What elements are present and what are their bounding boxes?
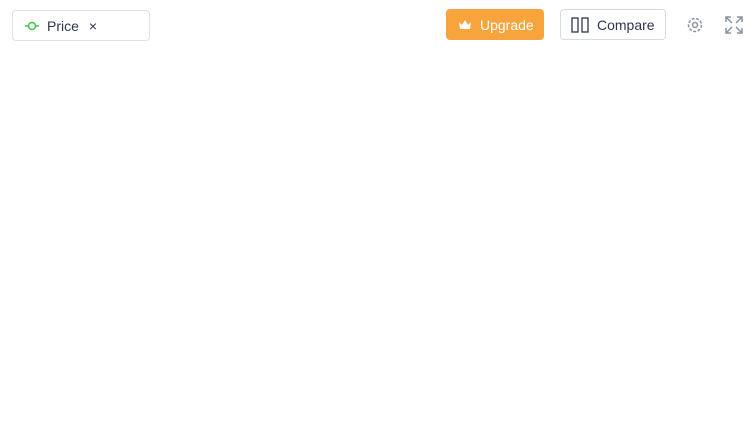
y-tick-label: 106 [35,241,52,252]
y2-tick-label: 7447 [711,329,734,340]
series-line [57,68,703,421]
y2-tick-label: 6609 [711,373,734,384]
watermark: santiment [190,106,590,200]
remove-metric[interactable]: × [88,17,98,34]
y2-tick-label: 10.8K [711,152,737,163]
y-tick-label: 103 [35,329,52,340]
y2-tick-label: 8284 [711,285,734,296]
compare-icon [571,16,589,33]
x-tick-label: 25 Jun 20 [362,429,406,440]
metric-chip[interactable]: Price × [12,10,150,41]
x-tick-label: 23 Mar 20 [60,429,105,440]
y2-tick-label: 9122 [711,241,734,252]
series-line [56,129,703,371]
x-tick-label: 06 Jun 20 [296,429,340,440]
y-tick-label: 108 [35,152,52,163]
series-line [56,164,704,326]
x-tick-label: 29 Apr 20 [164,429,207,440]
compare-label: Compare [597,16,655,33]
y-tick-label: 104 [35,285,52,296]
x-tick-label: 14 Jul 20 [429,429,470,440]
x-tick-label: 18 May 20 [228,429,275,440]
y-tick-label: 100 [35,418,52,429]
y2-tick-label: 9960 [711,196,734,207]
upgrade-label: Upgrade [480,16,534,33]
y2-tick-label: 5771 [711,418,734,429]
x-tick-label: 10 Apr 20 [98,429,141,440]
series-line [56,84,704,416]
upgrade-button[interactable]: Upgrade [446,9,544,40]
crown-icon [459,19,471,29]
watermark-dot [625,163,639,177]
x-tick-label: 25 Sep 20 [674,429,720,440]
settings-icon[interactable] [686,16,704,34]
metric-label: Price [47,17,79,34]
compare-button[interactable]: Compare [560,9,666,40]
x-tick-label: 20 Aug 20 [555,429,600,440]
x-tick-label: 01 Aug 20 [489,429,534,440]
y-tick-label: 107 [35,196,52,207]
series-line [56,109,704,381]
y2-tick-label: 11.6K [711,108,737,119]
y-tick-label: 102 [35,373,52,384]
watermark-dot [141,163,155,177]
y-tick-label: 109 [35,108,52,119]
fullscreen-icon[interactable] [725,16,743,34]
y-tick-label: 111 [35,64,51,75]
y2-tick-label: 12.5K [711,64,737,75]
metric-icon [25,21,39,30]
x-tick-label: 08 Sep 20 [621,429,667,440]
